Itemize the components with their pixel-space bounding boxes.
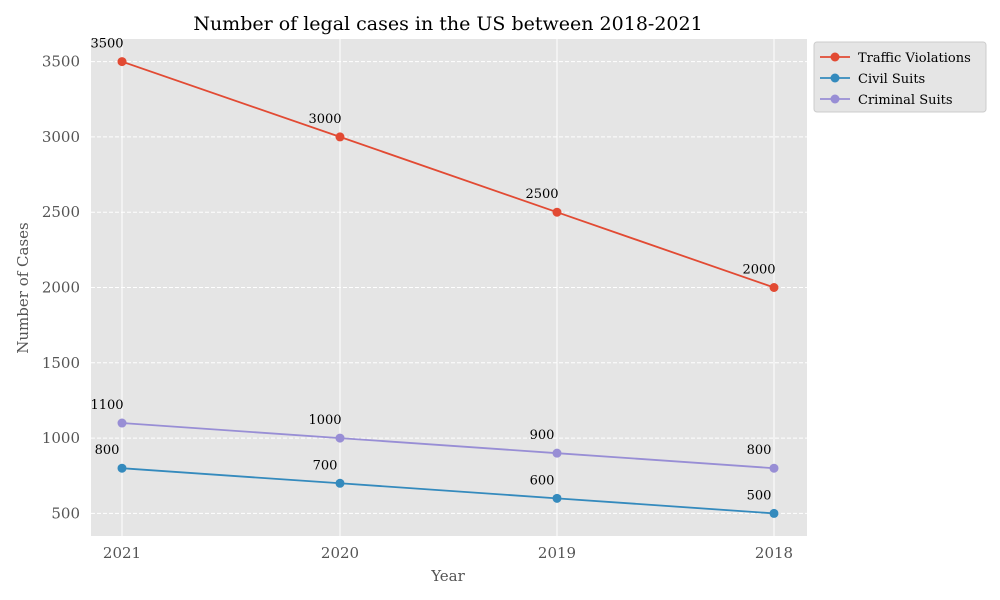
data-point bbox=[552, 448, 562, 458]
data-point bbox=[769, 463, 779, 473]
legend-marker bbox=[830, 73, 840, 83]
data-label: 2000 bbox=[742, 263, 775, 278]
data-label: 900 bbox=[530, 428, 555, 443]
y-tick-label: 1500 bbox=[42, 354, 80, 372]
data-point bbox=[335, 478, 345, 488]
data-label: 700 bbox=[313, 458, 338, 473]
x-tick-label: 2020 bbox=[321, 544, 359, 562]
data-label: 3000 bbox=[308, 112, 341, 127]
data-point bbox=[769, 508, 779, 518]
data-point bbox=[552, 207, 562, 217]
data-label: 800 bbox=[95, 443, 120, 458]
y-tick-label: 500 bbox=[51, 504, 80, 522]
y-tick-label: 3500 bbox=[42, 53, 80, 71]
data-label: 2500 bbox=[525, 187, 558, 202]
data-point bbox=[117, 57, 127, 67]
data-point bbox=[117, 418, 127, 428]
legend-marker bbox=[830, 94, 840, 104]
x-tick-label: 2018 bbox=[755, 544, 793, 562]
x-tick-label: 2019 bbox=[538, 544, 576, 562]
data-label: 1100 bbox=[90, 398, 123, 413]
series-line bbox=[121, 60, 775, 289]
y-tick-label: 2000 bbox=[42, 279, 80, 297]
legend-label: Traffic Violations bbox=[858, 51, 971, 66]
legend-label: Criminal Suits bbox=[858, 93, 953, 108]
series-line bbox=[121, 467, 775, 515]
legend-label: Civil Suits bbox=[858, 72, 925, 87]
series-lines bbox=[117, 57, 779, 518]
tick-labels: 500 1000 1500 2000 2500 3000 3500 2021 2020 2019 2… bbox=[42, 53, 793, 562]
data-point bbox=[117, 463, 127, 473]
data-point bbox=[335, 433, 345, 443]
y-tick-label: 1000 bbox=[42, 429, 80, 447]
data-labels: 3500 3000 2500 2000 800 700 600 500 1100 1000 900 8… bbox=[90, 37, 775, 504]
x-tick-label: 2021 bbox=[103, 544, 141, 562]
y-axis-label: Number of Cases bbox=[14, 222, 32, 353]
legend-marker bbox=[830, 52, 840, 62]
data-label: 500 bbox=[747, 488, 772, 503]
data-point bbox=[552, 493, 562, 503]
y-tick-label: 3000 bbox=[42, 128, 80, 146]
chart-title: Number of legal cases in the US between … bbox=[193, 13, 702, 35]
data-point bbox=[769, 283, 779, 292]
legend-box bbox=[813, 41, 987, 113]
series-line bbox=[121, 422, 775, 470]
data-label: 600 bbox=[530, 473, 555, 488]
data-label: 1000 bbox=[308, 413, 341, 428]
y-tick-label: 2500 bbox=[42, 203, 80, 221]
data-label: 800 bbox=[747, 443, 772, 458]
data-point bbox=[335, 132, 345, 142]
x-axis-label: Year bbox=[430, 567, 465, 585]
legend: Traffic Violations Civil Suits Criminal Su… bbox=[813, 41, 987, 113]
data-label: 3500 bbox=[90, 37, 123, 52]
